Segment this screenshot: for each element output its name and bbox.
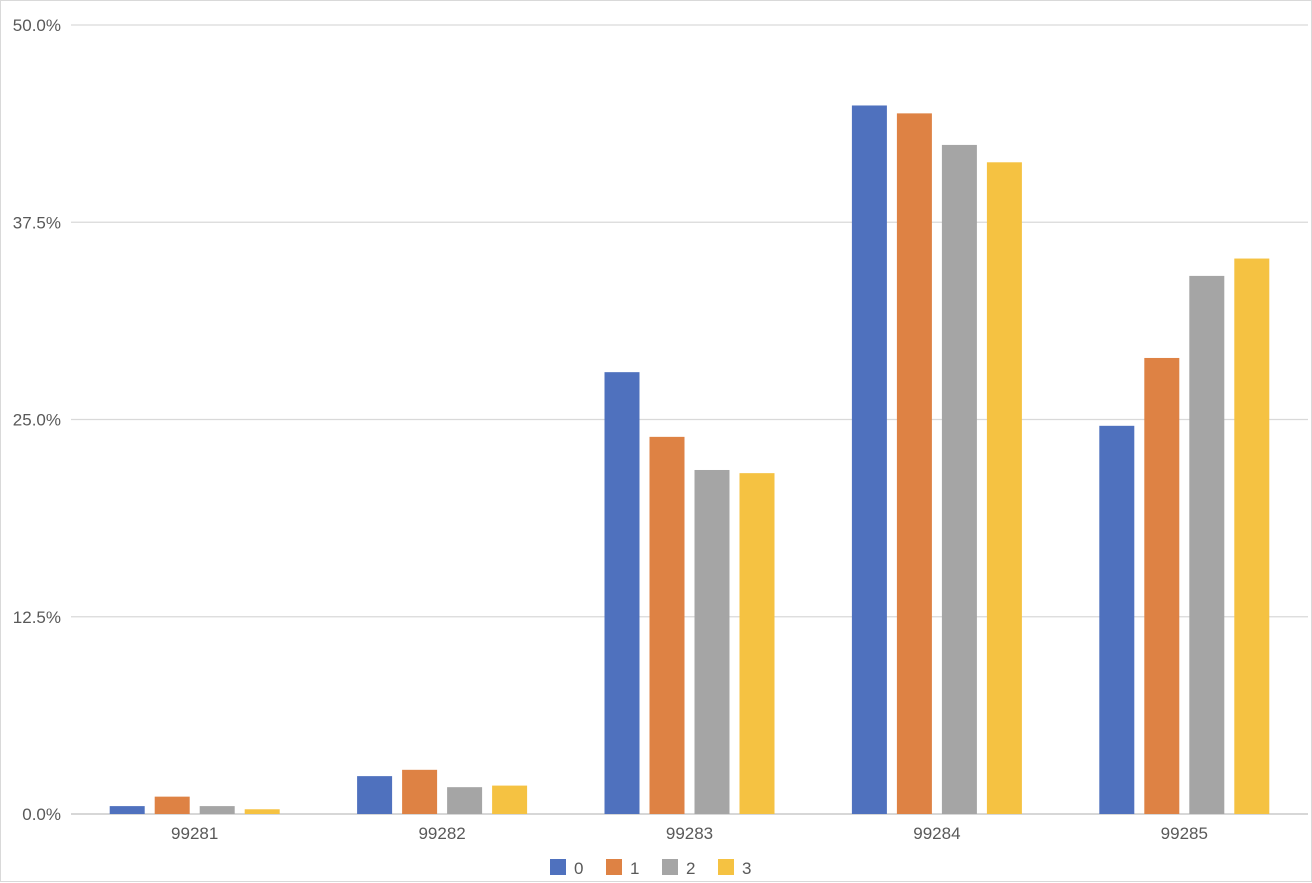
legend-label: 1 bbox=[630, 859, 639, 878]
bar-99283-series-3 bbox=[739, 473, 775, 814]
x-axis-ticks: 99281 99282 99283 99284 99285 bbox=[171, 824, 1208, 843]
bar-99282-series-2 bbox=[447, 787, 483, 814]
bar-99284-series-3 bbox=[986, 162, 1022, 814]
x-tick-label: 99283 bbox=[666, 824, 713, 843]
bar-99285-series-2 bbox=[1189, 275, 1225, 815]
bar-99282-series-0 bbox=[357, 776, 393, 814]
x-tick-label: 99284 bbox=[913, 824, 960, 843]
bar-99285-series-1 bbox=[1144, 357, 1180, 814]
bar-99281-series-3 bbox=[244, 809, 280, 814]
bar-99283-series-1 bbox=[649, 436, 685, 814]
legend: 0 1 2 3 bbox=[550, 859, 751, 878]
y-tick-label: 50.0% bbox=[13, 16, 61, 35]
bar-99285-series-3 bbox=[1234, 258, 1270, 814]
bar-99281-series-0 bbox=[109, 806, 145, 814]
bar-99281-series-1 bbox=[154, 796, 190, 814]
legend-swatch bbox=[718, 859, 734, 875]
bar-99284-series-0 bbox=[851, 105, 887, 814]
bar-99283-series-0 bbox=[604, 372, 640, 814]
x-tick-label: 99285 bbox=[1161, 824, 1208, 843]
bar-99285-series-0 bbox=[1099, 425, 1135, 814]
bar-99284-series-1 bbox=[896, 113, 932, 815]
legend-label: 0 bbox=[574, 859, 583, 878]
y-tick-label: 0.0% bbox=[22, 805, 61, 824]
x-tick-label: 99281 bbox=[171, 824, 218, 843]
y-tick-label: 12.5% bbox=[13, 608, 61, 627]
y-tick-label: 37.5% bbox=[13, 213, 61, 232]
bars bbox=[109, 105, 1270, 815]
bar-99282-series-3 bbox=[492, 785, 528, 814]
legend-swatch bbox=[550, 859, 566, 875]
bar-99284-series-2 bbox=[941, 144, 977, 815]
bar-99283-series-2 bbox=[694, 469, 730, 814]
legend-label: 3 bbox=[742, 859, 751, 878]
legend-swatch bbox=[662, 859, 678, 875]
x-tick-label: 99282 bbox=[418, 824, 465, 843]
y-tick-label: 25.0% bbox=[13, 411, 61, 430]
bar-99282-series-1 bbox=[402, 769, 438, 814]
y-axis-ticks: 0.0% 12.5% 25.0% 37.5% 50.0% bbox=[13, 16, 61, 824]
legend-swatch bbox=[606, 859, 622, 875]
bar-99281-series-2 bbox=[199, 806, 235, 814]
legend-label: 2 bbox=[686, 859, 695, 878]
